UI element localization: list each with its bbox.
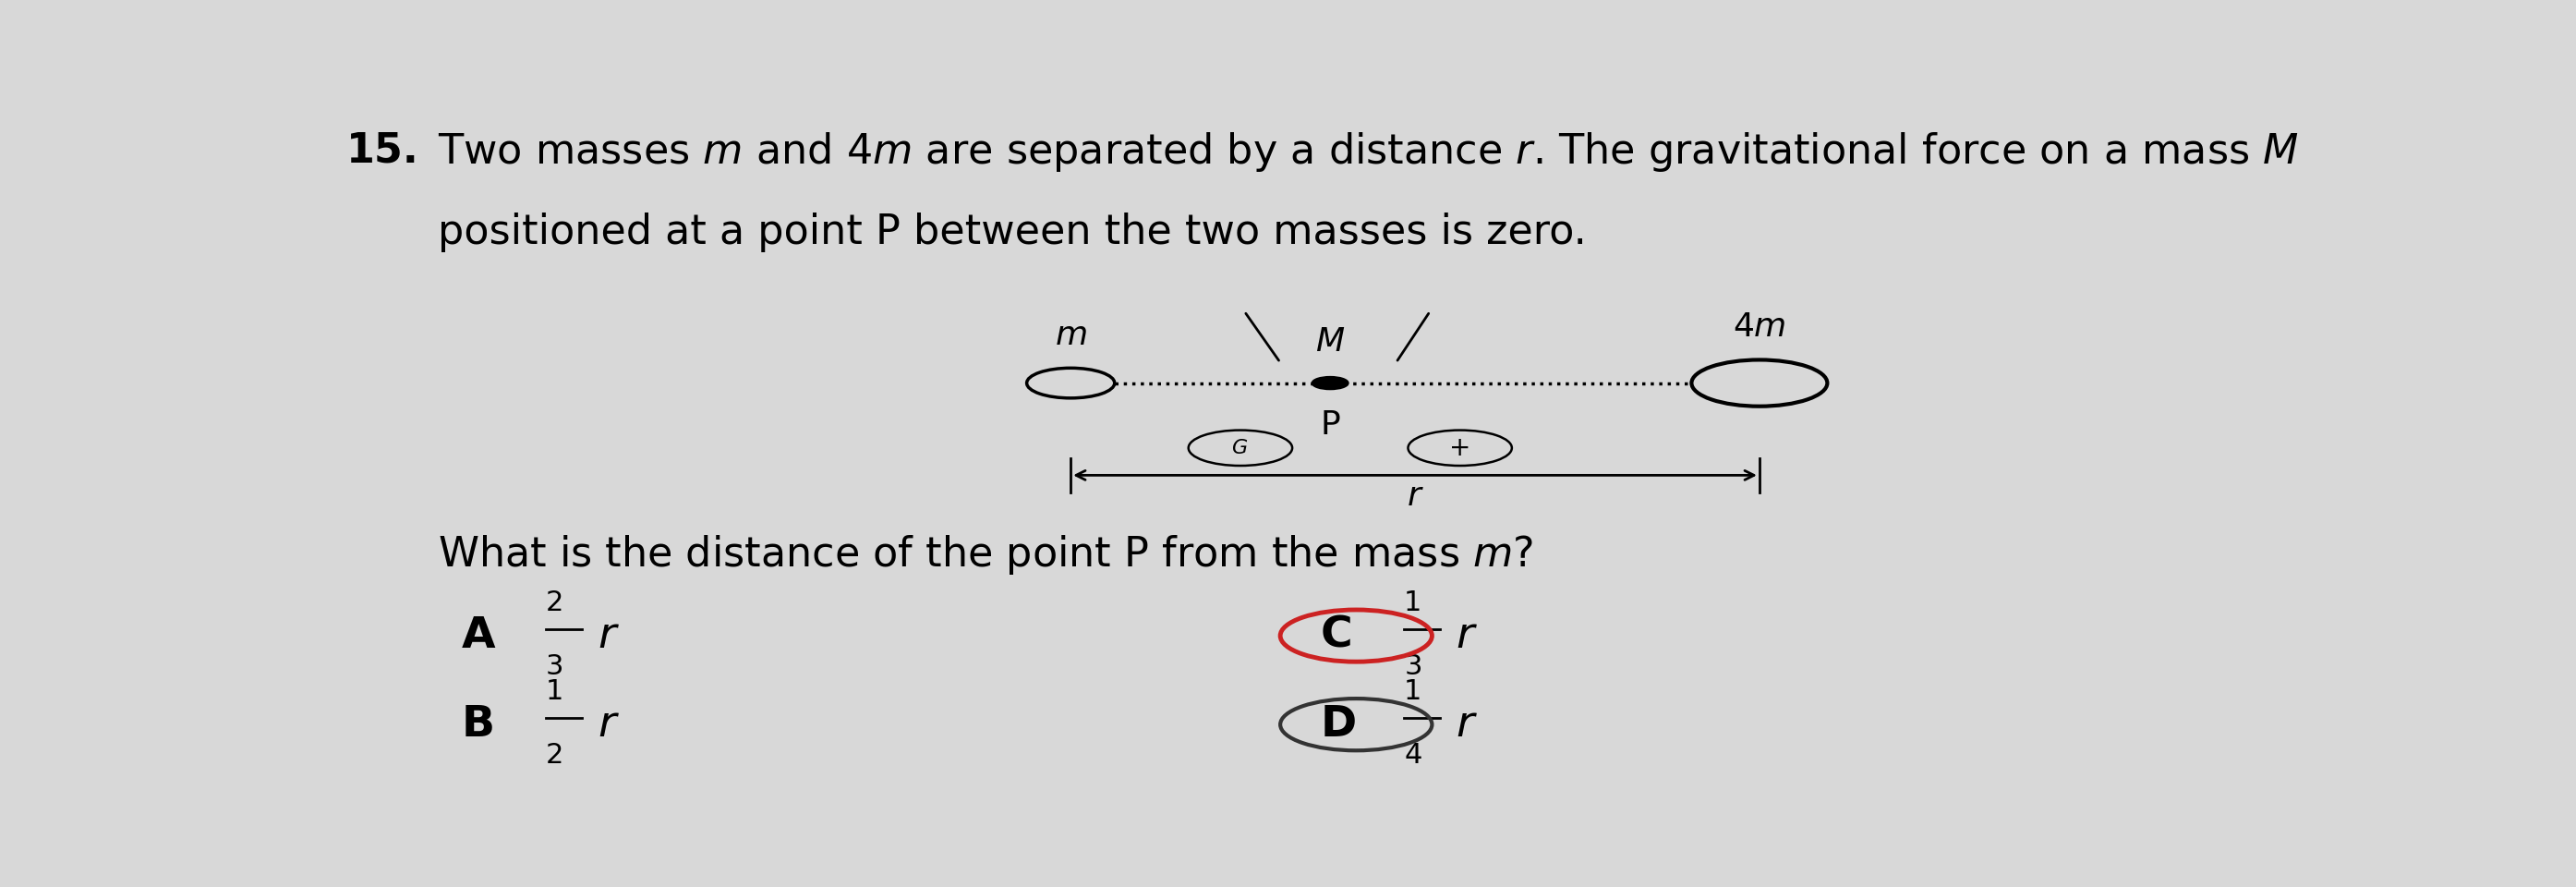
Text: 3: 3: [546, 653, 564, 679]
Text: 2: 2: [546, 742, 564, 768]
Text: 1: 1: [1404, 590, 1422, 616]
Text: 1: 1: [1404, 679, 1422, 705]
Text: What is the distance of the point P from the mass $m$?: What is the distance of the point P from…: [438, 533, 1533, 577]
Text: positioned at a point P between the two masses is zero.: positioned at a point P between the two …: [438, 212, 1587, 252]
Text: A: A: [461, 615, 495, 656]
Text: r: r: [598, 615, 616, 656]
Text: 3: 3: [1404, 653, 1422, 679]
Text: 4: 4: [1404, 742, 1422, 768]
Text: 15.: 15.: [345, 130, 420, 170]
Circle shape: [1311, 377, 1347, 389]
Text: C: C: [1321, 615, 1352, 656]
Text: P: P: [1319, 410, 1340, 441]
Text: B: B: [461, 703, 495, 745]
Text: r: r: [1455, 615, 1473, 656]
Text: $M$: $M$: [1316, 326, 1345, 357]
Text: $4m$: $4m$: [1734, 311, 1785, 342]
Text: 1: 1: [546, 679, 564, 705]
Text: r: r: [1455, 703, 1473, 745]
Text: $m$: $m$: [1054, 319, 1087, 351]
Text: G: G: [1231, 439, 1249, 457]
Text: Two masses $m$ and $4m$ are separated by a distance $r$. The gravitational force: Two masses $m$ and $4m$ are separated by…: [438, 130, 2298, 174]
Text: 2: 2: [546, 590, 564, 616]
Text: r: r: [598, 703, 616, 745]
Text: D: D: [1321, 703, 1358, 745]
Text: $r$: $r$: [1406, 481, 1425, 512]
Text: +: +: [1450, 435, 1471, 461]
